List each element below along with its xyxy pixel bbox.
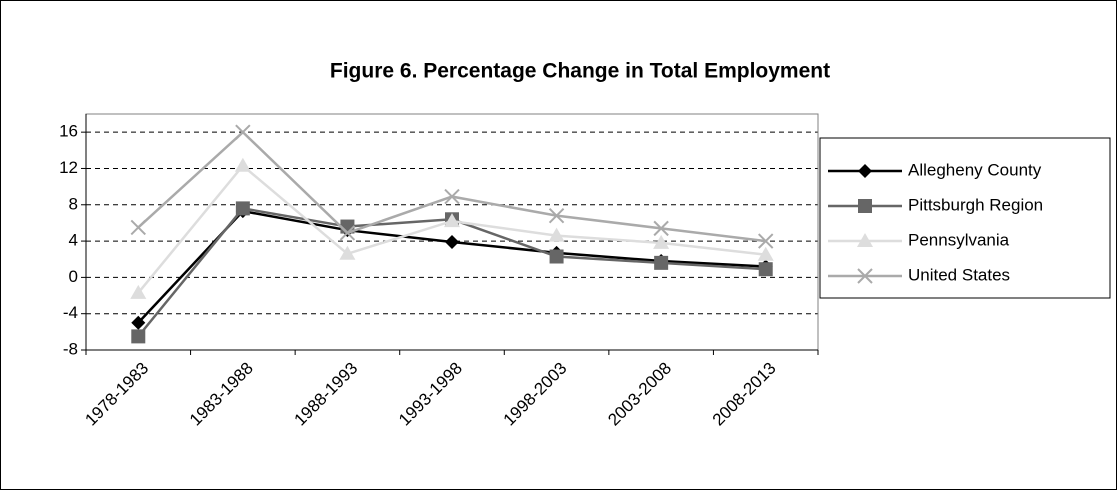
- marker: [757, 246, 774, 261]
- y-tick-label: 12: [59, 158, 78, 177]
- marker: [235, 201, 250, 216]
- marker: [549, 249, 564, 264]
- marker: [857, 233, 873, 247]
- marker: [131, 315, 146, 330]
- y-tick-label: 8: [69, 194, 78, 213]
- marker: [653, 220, 669, 237]
- marker: [235, 124, 251, 140]
- legend-label: Allegheny County: [908, 160, 1042, 179]
- y-tick-label: 16: [59, 122, 78, 141]
- legend-label: United States: [908, 265, 1010, 284]
- y-tick-label: 0: [69, 267, 78, 286]
- marker: [339, 245, 356, 260]
- marker: [654, 255, 669, 270]
- marker: [758, 262, 773, 277]
- marker: [339, 225, 356, 241]
- marker: [130, 219, 146, 236]
- y-tick-label: 4: [69, 231, 78, 250]
- chart-title: Figure 6. Percentage Change in Total Emp…: [330, 60, 830, 83]
- y-tick-label: -8: [63, 339, 78, 358]
- marker: [131, 329, 146, 344]
- marker: [444, 213, 460, 228]
- marker: [858, 199, 872, 213]
- marker: [548, 207, 565, 224]
- marker: [445, 234, 459, 249]
- legend-label: Pittsburgh Region: [908, 195, 1043, 214]
- marker: [758, 233, 774, 249]
- marker: [444, 188, 460, 205]
- legend-label: Pennsylvania: [908, 230, 1010, 249]
- marker: [548, 227, 565, 242]
- marker: [130, 284, 147, 299]
- y-tick-label: -4: [63, 303, 78, 322]
- marker: [858, 164, 872, 178]
- marker: [653, 234, 670, 249]
- marker: [234, 157, 251, 172]
- marker: [857, 268, 873, 284]
